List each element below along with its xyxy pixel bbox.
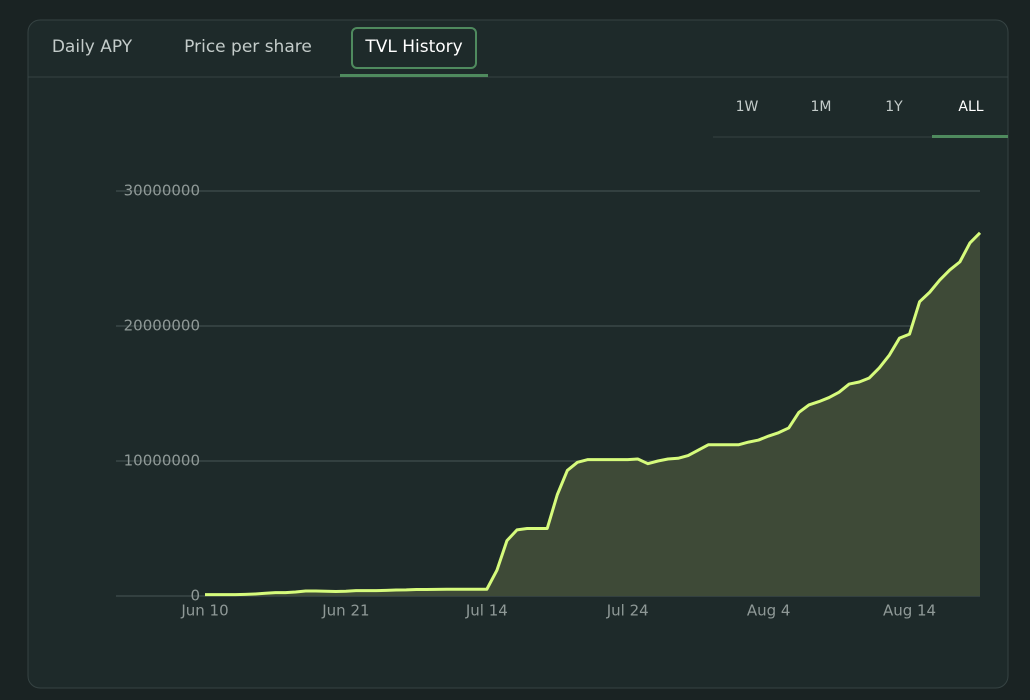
active-range-underline — [932, 135, 1008, 138]
y-tick-label: 10000000 — [124, 452, 200, 470]
area-fill — [205, 232, 980, 596]
active-tab-box — [351, 27, 477, 69]
active-tab-underline — [340, 74, 488, 77]
x-tick-label: Jul 14 — [465, 602, 508, 620]
area-line — [205, 231, 982, 597]
tab[interactable]: Daily APY — [52, 37, 133, 57]
range-button[interactable]: ALL — [958, 99, 983, 115]
y-tick-label: 30000000 — [124, 182, 200, 200]
y-tick-label: 0 — [190, 587, 200, 605]
x-tick-label: Aug 4 — [747, 602, 791, 620]
range-button[interactable]: 1W — [736, 99, 759, 115]
x-tick-label: Aug 14 — [883, 602, 936, 620]
tab[interactable]: Price per share — [184, 37, 312, 57]
x-tick-label: Jun 10 — [180, 602, 228, 620]
tab[interactable]: TVL History — [364, 37, 462, 57]
x-tick-label: Jul 24 — [606, 602, 649, 620]
x-tick-label: Jun 21 — [321, 602, 369, 620]
y-tick-label: 20000000 — [124, 317, 200, 335]
range-button[interactable]: 1M — [811, 99, 832, 115]
range-button[interactable]: 1Y — [885, 99, 903, 115]
